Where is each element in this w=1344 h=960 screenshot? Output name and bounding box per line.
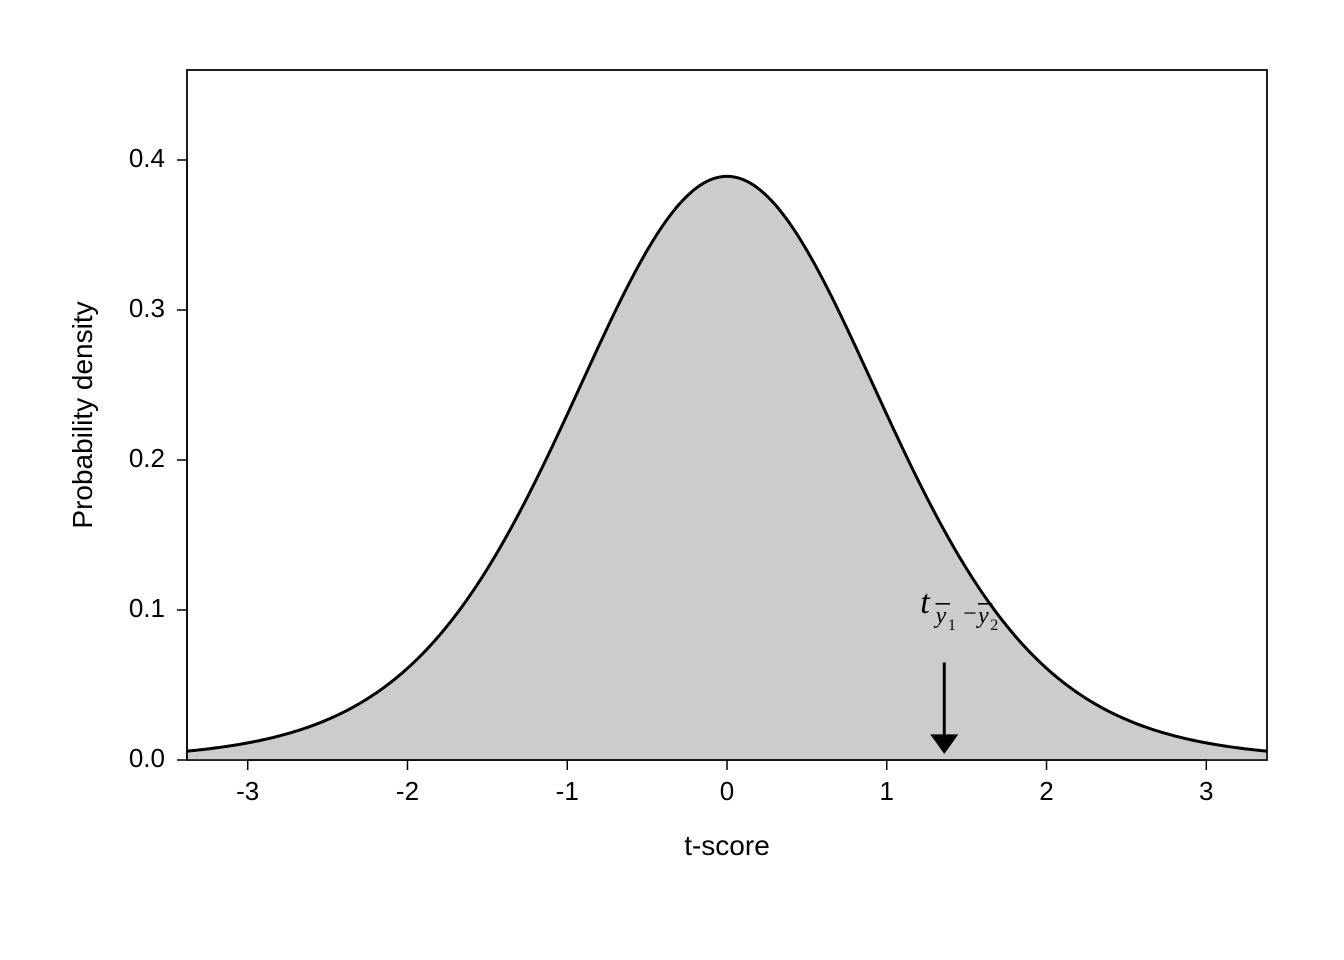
x-tick-label: -3	[236, 776, 259, 806]
x-tick-label: -2	[396, 776, 419, 806]
svg-text:−: −	[963, 601, 977, 627]
svg-text:1: 1	[948, 617, 956, 634]
svg-text:t: t	[920, 584, 931, 621]
x-tick-label: 1	[880, 776, 894, 806]
y-tick-label: 0.4	[129, 143, 165, 173]
svg-text:y: y	[934, 603, 947, 629]
y-axis-label: Probability density	[67, 301, 98, 528]
y-tick-label: 0.0	[129, 743, 165, 773]
x-tick-label: -1	[556, 776, 579, 806]
svg-text:2: 2	[990, 617, 998, 634]
svg-text:y: y	[976, 603, 989, 629]
x-tick-label: 3	[1199, 776, 1213, 806]
x-tick-label: 0	[720, 776, 734, 806]
y-tick-label: 0.2	[129, 443, 165, 473]
y-tick-label: 0.1	[129, 593, 165, 623]
t-distribution-chart: -3 -2 -1 0 1 2 3 t-score 0.0 0.1 0.2 0.3 0.4 Probabil…	[0, 0, 1344, 960]
x-axis-label: t-score	[684, 830, 770, 861]
y-tick-label: 0.3	[129, 293, 165, 323]
x-tick-label: 2	[1039, 776, 1053, 806]
